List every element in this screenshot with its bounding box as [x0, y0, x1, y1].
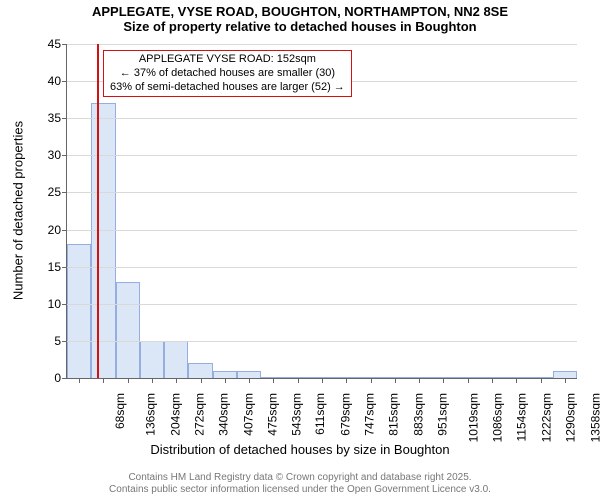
y-tick-label: 20 — [48, 223, 61, 237]
annotation-line-3: 63% of semi-detached houses are larger (… — [110, 81, 345, 95]
x-tick-mark — [298, 378, 299, 383]
y-tick-mark — [62, 230, 67, 231]
x-tick-label: 272sqm — [193, 393, 207, 436]
y-tick-label: 25 — [48, 185, 61, 199]
x-tick-mark — [176, 378, 177, 383]
x-tick-label: 1019sqm — [467, 393, 481, 442]
gridline — [67, 267, 577, 268]
x-tick-mark — [395, 378, 396, 383]
gridline — [67, 304, 577, 305]
x-tick-label: 1154sqm — [514, 393, 528, 441]
subject-property-marker — [97, 44, 99, 378]
gridline — [67, 155, 577, 156]
y-tick-label: 10 — [48, 297, 61, 311]
x-tick-mark — [152, 378, 153, 383]
y-tick-mark — [62, 267, 67, 268]
x-tick-label: 1358sqm — [588, 393, 600, 442]
histogram-bar — [213, 371, 237, 378]
x-tick-label: 611sqm — [313, 393, 327, 435]
x-tick-mark — [541, 378, 542, 383]
footer-line-1: Contains HM Land Registry data © Crown c… — [0, 472, 600, 484]
chart-title: APPLEGATE, VYSE ROAD, BOUGHTON, NORTHAMP… — [0, 4, 600, 34]
y-tick-mark — [62, 44, 67, 45]
x-tick-mark — [516, 378, 517, 383]
y-tick-mark — [62, 155, 67, 156]
x-tick-mark — [79, 378, 80, 383]
y-tick-label: 30 — [48, 148, 61, 162]
x-tick-mark — [322, 378, 323, 383]
y-tick-mark — [62, 118, 67, 119]
y-tick-mark — [62, 378, 67, 379]
title-line-2: Size of property relative to detached ho… — [0, 19, 600, 34]
footer-line-2: Contains public sector information licen… — [0, 484, 600, 496]
histogram-bar — [116, 282, 140, 378]
x-tick-label: 340sqm — [217, 393, 231, 436]
x-tick-mark — [201, 378, 202, 383]
x-tick-mark — [249, 378, 250, 383]
annotation-line-1: APPLEGATE VYSE ROAD: 152sqm — [110, 53, 345, 67]
x-tick-label: 407sqm — [241, 393, 255, 436]
y-tick-mark — [62, 81, 67, 82]
y-tick-label: 15 — [48, 260, 61, 274]
histogram-bar — [188, 363, 212, 378]
y-tick-label: 35 — [48, 111, 61, 125]
x-tick-mark — [346, 378, 347, 383]
x-tick-mark — [419, 378, 420, 383]
x-tick-mark — [492, 378, 493, 383]
x-tick-mark — [468, 378, 469, 383]
x-tick-label: 679sqm — [338, 393, 352, 436]
histogram-bar — [140, 341, 164, 378]
histogram-bar — [164, 341, 188, 378]
y-tick-label: 45 — [48, 37, 61, 51]
gridline — [67, 341, 577, 342]
x-tick-label: 883sqm — [411, 393, 425, 436]
x-tick-label: 68sqm — [113, 393, 127, 429]
gridline — [67, 118, 577, 119]
x-tick-label: 543sqm — [290, 393, 304, 436]
histogram-bar — [67, 244, 91, 378]
x-tick-label: 204sqm — [168, 393, 182, 436]
y-tick-label: 5 — [54, 334, 61, 348]
y-axis-title: Number of detached properties — [11, 44, 26, 378]
gridline — [67, 44, 577, 45]
x-tick-label: 951sqm — [436, 393, 450, 436]
x-tick-label: 1222sqm — [539, 393, 553, 442]
y-tick-mark — [62, 304, 67, 305]
histogram-bar — [237, 371, 261, 378]
histogram-bar — [553, 371, 577, 378]
x-tick-mark — [565, 378, 566, 383]
x-axis-title: Distribution of detached houses by size … — [0, 442, 600, 457]
y-tick-label: 0 — [54, 371, 61, 385]
y-tick-label: 40 — [48, 74, 61, 88]
property-size-chart: APPLEGATE, VYSE ROAD, BOUGHTON, NORTHAMP… — [0, 0, 600, 500]
gridline — [67, 192, 577, 193]
x-tick-label: 747sqm — [363, 393, 377, 436]
footer-attribution: Contains HM Land Registry data © Crown c… — [0, 472, 600, 496]
x-tick-mark — [443, 378, 444, 383]
y-tick-mark — [62, 192, 67, 193]
plot-area: 05101520253035404568sqm136sqm204sqm272sq… — [66, 44, 577, 379]
y-tick-mark — [62, 341, 67, 342]
x-tick-label: 475sqm — [266, 393, 280, 436]
x-tick-label: 136sqm — [144, 393, 158, 436]
x-tick-label: 1086sqm — [491, 393, 505, 442]
histogram-bar — [91, 103, 115, 378]
annotation-line-2: ← 37% of detached houses are smaller (30… — [110, 67, 345, 81]
title-line-1: APPLEGATE, VYSE ROAD, BOUGHTON, NORTHAMP… — [0, 4, 600, 19]
x-tick-mark — [225, 378, 226, 383]
x-tick-mark — [103, 378, 104, 383]
annotation-box: APPLEGATE VYSE ROAD: 152sqm ← 37% of det… — [103, 50, 352, 97]
x-tick-mark — [273, 378, 274, 383]
x-tick-label: 1290sqm — [564, 393, 578, 442]
x-tick-label: 815sqm — [387, 393, 401, 436]
gridline — [67, 230, 577, 231]
x-tick-mark — [371, 378, 372, 383]
x-tick-mark — [128, 378, 129, 383]
